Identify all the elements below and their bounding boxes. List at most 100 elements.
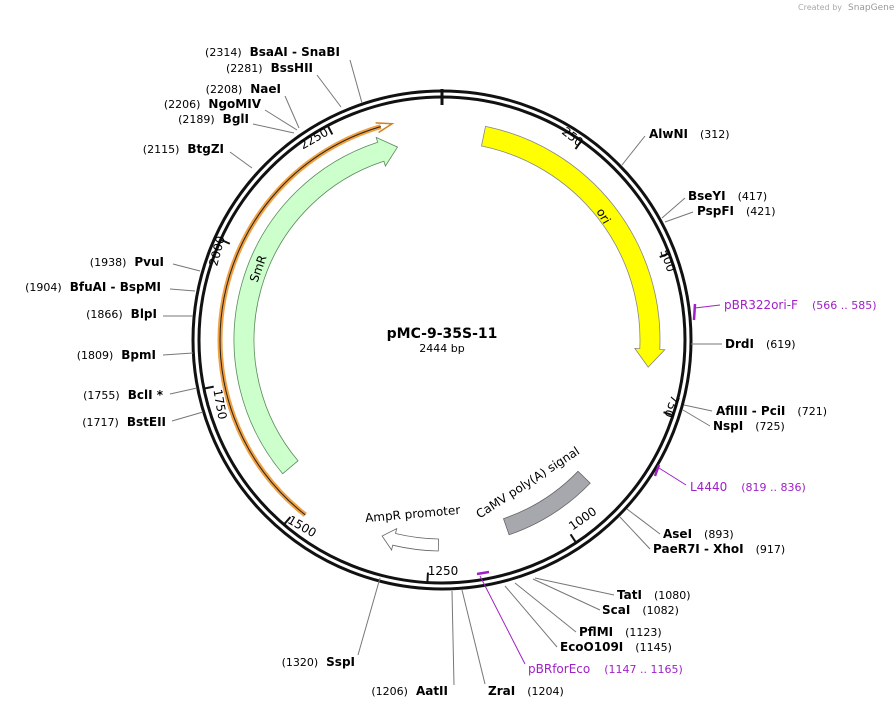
- enzyme-name: NaeI: [250, 82, 281, 96]
- enzyme-leader: [264, 109, 298, 131]
- enzyme-leader: [683, 404, 713, 412]
- enzyme-position: (1809): [77, 349, 114, 362]
- enzyme-position: (2314): [205, 46, 242, 59]
- primer-range: (819 .. 836): [741, 481, 806, 494]
- enzyme-name: PflMI: [579, 625, 613, 639]
- primer-label: L4440 (819 .. 836): [690, 480, 806, 494]
- enzyme-leader: [171, 411, 204, 422]
- primer-leader: [479, 575, 526, 665]
- ampr-promoter-feature: [381, 527, 439, 552]
- enzyme-label: EcoO109I (1145): [560, 640, 672, 654]
- tick-label: 1750: [210, 388, 229, 421]
- enzyme-label: AflIII - PciI (721): [716, 404, 827, 418]
- enzyme-label: (1320) SspI: [282, 655, 355, 669]
- enzyme-leader: [316, 74, 342, 108]
- enzyme-name: BtgZI: [187, 142, 224, 156]
- enzyme-label: (1717) BstEII: [82, 415, 166, 429]
- enzyme-leader: [284, 95, 300, 129]
- enzyme-leader: [682, 409, 711, 427]
- enzyme-name: EcoO109I: [560, 640, 623, 654]
- plasmid-name: pMC-9-35S-11: [387, 326, 498, 342]
- primer-name: pBRforEco: [528, 662, 590, 676]
- enzyme-name: ScaI: [602, 603, 630, 617]
- enzyme-name: BclI *: [128, 388, 164, 402]
- enzyme-name: SspI: [326, 655, 355, 669]
- enzyme-leader: [514, 582, 577, 633]
- enzyme-label: (1866) BlpI: [86, 307, 157, 321]
- primer-leader: [694, 304, 721, 309]
- enzyme-name: NgoMIV: [208, 97, 261, 111]
- enzyme-position: (312): [700, 128, 730, 141]
- enzyme-label: (2115) BtgZI: [143, 142, 224, 156]
- enzyme-position: (1145): [635, 641, 672, 654]
- enzyme-name: PspFI: [697, 204, 734, 218]
- enzyme-label: (1938) PvuI: [90, 255, 164, 269]
- enzyme-leader: [169, 288, 196, 292]
- enzyme-name: BfuAI - BspMI: [70, 280, 161, 294]
- enzyme-leader: [229, 151, 253, 169]
- enzyme-label: NspI (725): [713, 419, 785, 433]
- enzyme-position: (1080): [654, 589, 691, 602]
- enzyme-position: (721): [797, 405, 827, 418]
- primer-leader: [658, 467, 687, 486]
- enzyme-name: NspI: [713, 419, 743, 433]
- enzyme-leader: [661, 197, 686, 219]
- primer-name: L4440: [690, 480, 727, 494]
- smr-feature: [233, 136, 399, 475]
- enzyme-position: (1123): [625, 626, 662, 639]
- enzyme-position: (2115): [143, 143, 180, 156]
- enzyme-position: (2281): [226, 62, 263, 75]
- enzyme-label: ZraI (1204): [488, 684, 564, 698]
- enzyme-position: (1717): [82, 416, 119, 429]
- enzyme-position: (417): [738, 190, 768, 203]
- enzyme-leader: [162, 352, 194, 356]
- enzyme-position: (421): [746, 205, 776, 218]
- enzyme-leader: [169, 387, 198, 395]
- enzyme-position: (1755): [83, 389, 120, 402]
- tick-mark: [574, 140, 583, 150]
- enzyme-name: DrdI: [725, 337, 754, 351]
- feature-label: AmpR promoter: [365, 503, 461, 525]
- enzyme-leader: [357, 577, 381, 656]
- enzyme-label: (2189) BglI: [178, 112, 249, 126]
- enzyme-position: (893): [704, 528, 734, 541]
- enzyme-leader: [461, 589, 486, 685]
- enzyme-position: (2189): [178, 113, 215, 126]
- enzyme-name: BglI: [223, 112, 249, 126]
- primer-name: pBR322ori-F: [724, 298, 798, 312]
- tick-mark: [283, 516, 292, 526]
- primer-range: (566 .. 585): [812, 299, 877, 312]
- enzyme-leader: [349, 59, 363, 104]
- plasmid-length: 2444 bp: [419, 342, 464, 355]
- feature-label: ori: [593, 206, 613, 227]
- enzyme-label: (2314) BsaAI - SnaBI: [205, 45, 340, 59]
- watermark-prefix: Created by: [798, 3, 842, 12]
- primer-mark: [476, 570, 490, 576]
- primer-label: pBR322ori-F (566 .. 585): [724, 298, 877, 312]
- enzyme-leader: [532, 578, 601, 611]
- enzyme-position: (1082): [642, 604, 679, 617]
- enzyme-leader: [621, 135, 646, 166]
- enzyme-leader: [252, 123, 295, 134]
- enzyme-label: PspFI (421): [697, 204, 776, 218]
- enzyme-label: AlwNI (312): [649, 127, 730, 141]
- enzyme-name: AseI: [663, 527, 692, 541]
- enzyme-name: ZraI: [488, 684, 515, 698]
- enzyme-name: BssHII: [271, 61, 313, 75]
- enzyme-position: (1866): [86, 308, 123, 321]
- enzyme-label: (1755) BclI *: [83, 388, 164, 402]
- camv-feature: [502, 470, 591, 536]
- enzyme-name: AflIII - PciI: [716, 404, 785, 418]
- enzyme-position: (725): [755, 420, 785, 433]
- enzyme-label: BseYI (417): [688, 189, 767, 203]
- tick-mark: [220, 238, 231, 245]
- primer-label: pBRforEco (1147 .. 1165): [528, 662, 683, 676]
- tick-label: 2000: [206, 234, 227, 267]
- enzyme-leader: [534, 577, 615, 596]
- enzyme-position: (917): [756, 543, 786, 556]
- enzyme-label: ScaI (1082): [602, 603, 679, 617]
- enzyme-label: DrdI (619): [725, 337, 796, 351]
- smr-orange-head: [375, 122, 395, 134]
- enzyme-position: (2208): [206, 83, 243, 96]
- enzyme-label: AseI (893): [663, 527, 734, 541]
